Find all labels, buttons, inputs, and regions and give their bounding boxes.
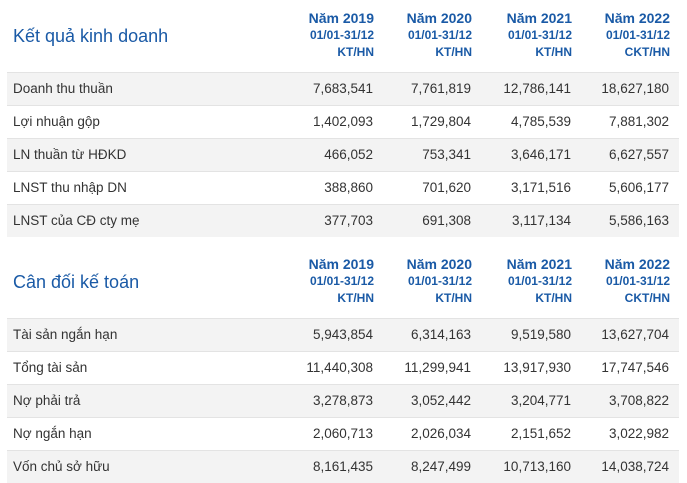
column-header: Năm 2019 01/01-31/12 KT/HN bbox=[206, 246, 383, 318]
cell-value: 3,022,982 bbox=[608, 426, 669, 441]
column-period: 01/01-31/12 bbox=[507, 274, 572, 289]
cell-value: 1,729,804 bbox=[410, 114, 471, 129]
column-period: 01/01-31/12 bbox=[309, 274, 374, 289]
column-header: Năm 2021 01/01-31/12 KT/HN bbox=[481, 0, 581, 72]
cell-value: 377,703 bbox=[324, 213, 373, 229]
column-year: Năm 2020 bbox=[406, 256, 472, 273]
cell-value: 11,299,941 bbox=[404, 360, 471, 375]
cell-value: 2,026,034 bbox=[410, 426, 471, 441]
column-period: 01/01-31/12 bbox=[407, 274, 472, 289]
balance-sheet-table: Cân đối kế toán Năm 2019 01/01-31/12 KT/… bbox=[7, 246, 679, 483]
row-label: Tổng tài sản bbox=[13, 360, 88, 375]
cell-value: 4,785,539 bbox=[510, 114, 571, 129]
row-label: LN thuần từ HĐKD bbox=[13, 147, 127, 162]
cell-value: 3,117,134 bbox=[511, 213, 571, 229]
section-title: Cân đối kế toán bbox=[13, 272, 140, 293]
table-row: LN thuần từ HĐKD 466,052 753,341 3,646,1… bbox=[7, 138, 679, 171]
row-label: Lợi nhuận gộp bbox=[13, 114, 100, 129]
table-row: LNST thu nhập DN 388,860 701,620 3,171,5… bbox=[7, 171, 679, 204]
cell-value: 6,627,557 bbox=[608, 147, 669, 162]
column-period: 01/01-31/12 bbox=[605, 274, 670, 289]
table-row: Tổng tài sản 11,440,308 11,299,941 13,91… bbox=[7, 351, 679, 384]
table-row: Nợ phải trả 3,278,873 3,052,442 3,204,77… bbox=[7, 384, 679, 417]
cell-value: 691,308 bbox=[422, 213, 471, 229]
row-label: Doanh thu thuần bbox=[13, 81, 113, 96]
column-year: Năm 2022 bbox=[604, 10, 670, 27]
cell-value: 466,052 bbox=[324, 147, 373, 162]
cell-value: 10,713,160 bbox=[503, 459, 571, 475]
cell-value: 388,860 bbox=[324, 180, 373, 195]
column-type: KT/HN bbox=[435, 45, 472, 60]
cell-value: 3,278,873 bbox=[312, 393, 373, 408]
cell-value: 1,402,093 bbox=[312, 114, 373, 129]
cell-value: 7,881,302 bbox=[608, 114, 669, 129]
cell-value: 14,038,724 bbox=[601, 459, 669, 475]
cell-value: 9,519,580 bbox=[510, 327, 571, 342]
cell-value: 17,747,546 bbox=[601, 360, 669, 375]
column-header: Năm 2022 01/01-31/12 CKT/HN bbox=[581, 246, 679, 318]
cell-value: 3,171,516 bbox=[510, 180, 571, 195]
column-period: 01/01-31/12 bbox=[309, 28, 374, 43]
income-statement-table: Kết quả kinh doanh Năm 2019 01/01-31/12 … bbox=[7, 0, 679, 237]
section-title: Kết quả kinh doanh bbox=[13, 26, 169, 47]
column-type: KT/HN bbox=[535, 291, 572, 306]
column-year: Năm 2019 bbox=[308, 10, 374, 27]
column-type: KT/HN bbox=[337, 291, 374, 306]
cell-value: 5,943,854 bbox=[312, 327, 373, 342]
cell-value: 5,606,177 bbox=[608, 180, 669, 195]
row-label: Tài sản ngắn hạn bbox=[13, 327, 118, 342]
cell-value: 13,917,930 bbox=[503, 360, 571, 375]
column-header: Năm 2022 01/01-31/12 CKT/HN bbox=[581, 0, 679, 72]
column-year: Năm 2019 bbox=[308, 256, 374, 273]
column-period: 01/01-31/12 bbox=[605, 28, 670, 43]
cell-value: 7,683,541 bbox=[312, 81, 373, 96]
cell-value: 3,708,822 bbox=[608, 393, 669, 408]
table-row: LNST của CĐ cty mẹ 377,703 691,308 3,117… bbox=[7, 204, 679, 237]
cell-value: 2,151,652 bbox=[510, 426, 571, 441]
column-type: CKT/HN bbox=[624, 291, 670, 306]
row-label: LNST thu nhập DN bbox=[13, 180, 127, 195]
table-row: Nợ ngắn hạn 2,060,713 2,026,034 2,151,65… bbox=[7, 417, 679, 450]
cell-value: 5,586,163 bbox=[608, 213, 669, 229]
column-header: Năm 2020 01/01-31/12 KT/HN bbox=[383, 0, 481, 72]
cell-value: 3,646,171 bbox=[510, 147, 571, 162]
table-row: Lợi nhuận gộp 1,402,093 1,729,804 4,785,… bbox=[7, 105, 679, 138]
column-year: Năm 2020 bbox=[406, 10, 472, 27]
column-type: CKT/HN bbox=[624, 45, 670, 60]
table-row: Vốn chủ sở hữu 8,161,435 8,247,499 10,71… bbox=[7, 450, 679, 483]
column-year: Năm 2021 bbox=[506, 256, 572, 273]
row-label: LNST của CĐ cty mẹ bbox=[13, 213, 140, 229]
cell-value: 3,204,771 bbox=[510, 393, 571, 408]
cell-value: 13,627,704 bbox=[601, 327, 669, 342]
table-row: Tài sản ngắn hạn 5,943,854 6,314,163 9,5… bbox=[7, 318, 679, 351]
column-header: Năm 2019 01/01-31/12 KT/HN bbox=[206, 0, 383, 72]
cell-value: 753,341 bbox=[422, 147, 471, 162]
cell-value: 12,786,141 bbox=[503, 81, 571, 96]
row-label: Nợ ngắn hạn bbox=[13, 426, 92, 441]
column-type: KT/HN bbox=[337, 45, 374, 60]
row-label: Vốn chủ sở hữu bbox=[13, 459, 110, 475]
cell-value: 3,052,442 bbox=[410, 393, 471, 408]
row-label: Nợ phải trả bbox=[13, 393, 81, 408]
column-header: Năm 2021 01/01-31/12 KT/HN bbox=[481, 246, 581, 318]
column-year: Năm 2021 bbox=[506, 10, 572, 27]
cell-value: 11,440,308 bbox=[306, 360, 373, 375]
column-header: Năm 2020 01/01-31/12 KT/HN bbox=[383, 246, 481, 318]
cell-value: 701,620 bbox=[422, 180, 471, 195]
column-period: 01/01-31/12 bbox=[507, 28, 572, 43]
cell-value: 8,161,435 bbox=[312, 459, 373, 475]
cell-value: 18,627,180 bbox=[601, 81, 669, 96]
cell-value: 2,060,713 bbox=[312, 426, 373, 441]
column-type: KT/HN bbox=[535, 45, 572, 60]
column-year: Năm 2022 bbox=[604, 256, 670, 273]
column-period: 01/01-31/12 bbox=[407, 28, 472, 43]
cell-value: 6,314,163 bbox=[410, 327, 471, 342]
cell-value: 8,247,499 bbox=[410, 459, 471, 475]
table-header-row: Kết quả kinh doanh Năm 2019 01/01-31/12 … bbox=[7, 0, 679, 72]
column-type: KT/HN bbox=[435, 291, 472, 306]
cell-value: 7,761,819 bbox=[410, 81, 471, 96]
table-header-row: Cân đối kế toán Năm 2019 01/01-31/12 KT/… bbox=[7, 246, 679, 318]
table-row: Doanh thu thuần 7,683,541 7,761,819 12,7… bbox=[7, 72, 679, 105]
